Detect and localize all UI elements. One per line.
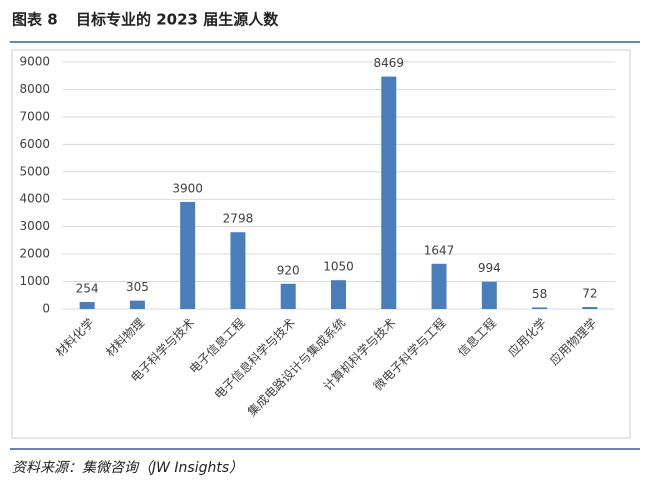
bar bbox=[230, 232, 246, 309]
bar bbox=[431, 263, 447, 309]
figure-label: 图表 8 bbox=[12, 11, 58, 29]
x-tick-label: 应用化学 bbox=[505, 315, 550, 360]
y-tick-label: 5000 bbox=[19, 164, 50, 178]
x-tick-label: 信息工程 bbox=[454, 315, 499, 360]
x-tick-label: 电子信息科学与技术 bbox=[211, 315, 298, 402]
bar bbox=[129, 300, 145, 309]
y-tick-label: 6000 bbox=[19, 137, 50, 151]
data-label: 2798 bbox=[223, 212, 254, 226]
data-label: 305 bbox=[126, 280, 149, 294]
y-tick-label: 9000 bbox=[19, 55, 50, 69]
source-note: 资料来源：集微咨询（JW Insights） bbox=[12, 460, 243, 476]
data-label: 8469 bbox=[373, 56, 404, 70]
chart-title: 目标专业的 2023 届生源人数 bbox=[76, 11, 279, 29]
data-label: 1647 bbox=[424, 243, 455, 257]
bar bbox=[582, 307, 598, 309]
x-tick-label: 应用物理学 bbox=[546, 315, 599, 368]
data-label: 994 bbox=[478, 261, 501, 275]
data-label: 920 bbox=[277, 263, 300, 277]
bar bbox=[532, 307, 548, 309]
y-tick-label: 8000 bbox=[19, 82, 50, 96]
y-tick-label: 3000 bbox=[19, 219, 50, 233]
bar bbox=[180, 201, 196, 309]
bar bbox=[481, 281, 497, 309]
x-tick-label: 材料物理 bbox=[103, 316, 147, 360]
data-label: 58 bbox=[532, 287, 547, 301]
y-tick-label: 4000 bbox=[19, 192, 50, 206]
bar bbox=[381, 76, 397, 309]
x-tick-label: 材料化学 bbox=[52, 315, 97, 360]
chart-frame bbox=[11, 49, 631, 439]
data-label: 3900 bbox=[172, 181, 203, 195]
y-tick-label: 2000 bbox=[19, 247, 50, 261]
y-tick-label: 7000 bbox=[19, 109, 50, 123]
data-label: 72 bbox=[582, 287, 597, 301]
x-tick-label: 集成电路设计与集成系统 bbox=[244, 315, 348, 419]
y-tick-label: 0 bbox=[42, 302, 50, 316]
data-label: 1050 bbox=[323, 260, 354, 274]
data-label: 254 bbox=[76, 282, 99, 296]
y-tick-label: 1000 bbox=[19, 274, 50, 288]
bar bbox=[331, 280, 346, 309]
bar bbox=[280, 283, 296, 309]
bar bbox=[79, 302, 95, 309]
